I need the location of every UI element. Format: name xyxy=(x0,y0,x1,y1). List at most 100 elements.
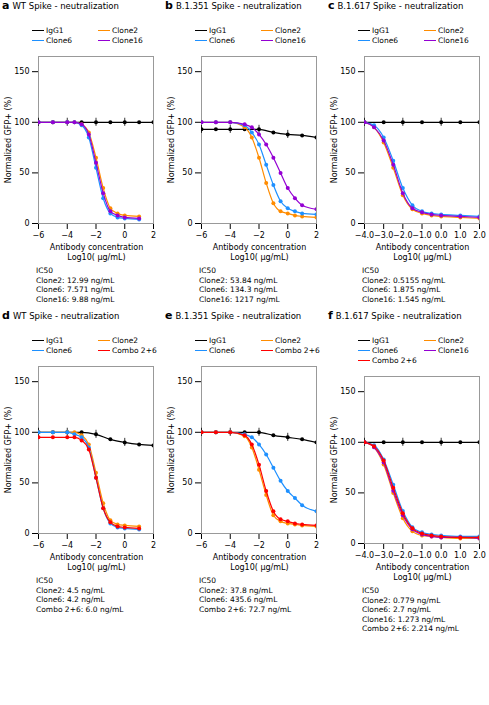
html-text:Antibody concentration Log10(: Antibody concentration Log10( μg/mL) xyxy=(375,243,470,262)
svg-text:−2: −2 xyxy=(90,231,102,240)
html-text:Combo 2+6: 72.7 ng/mL: Combo 2+6: 72.7 ng/mL xyxy=(199,604,292,614)
svg-text:2.0: 2.0 xyxy=(473,551,486,560)
svg-text:50: 50 xyxy=(345,488,355,497)
svg-text:−4: −4 xyxy=(224,541,236,550)
svg-text:150: 150 xyxy=(177,67,192,76)
svg-text:−2: −2 xyxy=(253,231,265,240)
svg-text:−2: −2 xyxy=(90,541,102,550)
html-text:Clone16: 1.273 ng/mL: Clone16: 1.273 ng/mL xyxy=(362,614,446,624)
svg-text:−2.0: −2.0 xyxy=(393,551,412,560)
svg-text:0: 0 xyxy=(187,529,192,538)
svg-text:0: 0 xyxy=(350,219,355,228)
svg-text:0.0: 0.0 xyxy=(435,551,448,560)
svg-text:−4: −4 xyxy=(224,231,236,240)
html-text:d WT Spike - neutralization: d WT Spike - neutralization xyxy=(2,309,120,322)
svg-text:2.0: 2.0 xyxy=(473,231,486,240)
html-text:Clone2: 0.5155 ng/mL: Clone2: 0.5155 ng/mL xyxy=(362,275,446,285)
svg-text:150: 150 xyxy=(177,377,192,386)
html-text:Clone16: 1.545 ng/mL: Clone16: 1.545 ng/mL xyxy=(362,294,446,304)
svg-text:0.0: 0.0 xyxy=(435,231,448,240)
svg-text:2: 2 xyxy=(151,231,156,240)
svg-text:−1.0: −1.0 xyxy=(412,231,431,240)
svg-text:100: 100 xyxy=(340,118,355,127)
svg-text:−2: −2 xyxy=(253,541,265,550)
svg-text:−6: −6 xyxy=(196,231,208,240)
svg-text:100: 100 xyxy=(340,438,355,447)
svg-text:−4: −4 xyxy=(61,541,73,550)
svg-text:2: 2 xyxy=(314,231,319,240)
html-text:Clone2: 53.84 ng/mL: Clone2: 53.84 ng/mL xyxy=(199,275,278,285)
html-text:IgG1: IgG1 xyxy=(209,26,227,35)
svg-text:100: 100 xyxy=(177,428,192,437)
svg-text:−6: −6 xyxy=(33,231,45,240)
svg-text:0: 0 xyxy=(187,219,192,228)
html-text:IC50: IC50 xyxy=(36,266,53,275)
svg-text:50: 50 xyxy=(19,478,29,487)
svg-text:100: 100 xyxy=(14,428,29,437)
svg-text:150: 150 xyxy=(340,387,355,396)
html-text:b B.1.351 Spike - neutralizati: b B.1.351 Spike - neutralization xyxy=(165,0,302,12)
html-text:Clone2: 37.8 ng/mL: Clone2: 37.8 ng/mL xyxy=(199,585,273,595)
svg-text:Normalized GFP+ (%): Normalized GFP+ (%) xyxy=(167,97,176,184)
svg-text:Normalized GFP+ (%): Normalized GFP+ (%) xyxy=(330,97,339,184)
svg-text:100: 100 xyxy=(14,118,29,127)
svg-text:−4.0: −4.0 xyxy=(355,551,374,560)
svg-text:150: 150 xyxy=(14,377,29,386)
svg-text:50: 50 xyxy=(182,168,192,177)
svg-text:Normalized GFP+ (%): Normalized GFP+ (%) xyxy=(4,407,13,494)
svg-text:50: 50 xyxy=(182,478,192,487)
svg-text:−6: −6 xyxy=(33,541,45,550)
svg-text:Normalized GFP+ (%): Normalized GFP+ (%) xyxy=(4,97,13,184)
html-text:IC50: IC50 xyxy=(199,266,216,275)
html-text:Clone16: 9.88 ng/mL: Clone16: 9.88 ng/mL xyxy=(36,294,115,304)
svg-text:−2.0: −2.0 xyxy=(393,231,412,240)
html-text:Antibody concentration Log10(: Antibody concentration Log10( μg/mL) xyxy=(212,243,307,262)
svg-text:−4: −4 xyxy=(61,231,73,240)
html-text:a WT Spike - neutralization: a WT Spike - neutralization xyxy=(2,0,119,12)
html-text:Clone16: Clone16 xyxy=(112,36,143,45)
html-text:Clone6: 134.3 ng/mL: Clone6: 134.3 ng/mL xyxy=(199,285,278,294)
html-text:Clone2: Clone2 xyxy=(112,26,139,35)
svg-text:0: 0 xyxy=(122,541,127,550)
svg-text:100: 100 xyxy=(177,118,192,127)
html-text:Clone16: 1217 ng/mL: Clone16: 1217 ng/mL xyxy=(199,294,280,304)
html-text:Clone2: Clone2 xyxy=(275,26,302,35)
html-text:f B.1.617 Spike - neutralizati: f B.1.617 Spike - neutralization xyxy=(328,309,462,322)
svg-text:2: 2 xyxy=(314,541,319,550)
svg-text:150: 150 xyxy=(14,67,29,76)
html-text:Antibody concentration Log10(: Antibody concentration Log10( μg/mL) xyxy=(49,553,144,572)
html-text:e B.1.351 Spike - neutralizati: e B.1.351 Spike - neutralization xyxy=(165,309,302,322)
html-text:Clone2: 0.779 ng/mL: Clone2: 0.779 ng/mL xyxy=(362,595,441,605)
html-text:IgG1: IgG1 xyxy=(46,26,64,35)
svg-text:50: 50 xyxy=(19,168,29,177)
svg-text:0: 0 xyxy=(285,541,290,550)
html-text:Clone2: 12.99 ng/mL: Clone2: 12.99 ng/mL xyxy=(36,275,115,285)
html-text:Antibody concentration Log10(: Antibody concentration Log10( μg/mL) xyxy=(375,563,470,582)
svg-text:1.0: 1.0 xyxy=(454,231,467,240)
html-text:Clone6: 7.571 ng/mL: Clone6: 7.571 ng/mL xyxy=(36,285,115,294)
svg-text:0: 0 xyxy=(24,219,29,228)
html-text:Clone6: Clone6 xyxy=(46,36,73,45)
html-text:Combo 2+6: 6.0 ng/mL: Combo 2+6: 6.0 ng/mL xyxy=(36,604,124,614)
html-text:Antibody concentration Log10(: Antibody concentration Log10( μg/mL) xyxy=(212,553,307,572)
html-text:Clone16: Clone16 xyxy=(275,36,306,45)
html-text:Clone2: 4.5 ng/mL: Clone2: 4.5 ng/mL xyxy=(36,585,105,595)
svg-text:1.0: 1.0 xyxy=(454,551,467,560)
html-text:Clone6: Clone6 xyxy=(209,36,236,45)
html-text:c B.1.617 Spike - neutralizati: c B.1.617 Spike - neutralization xyxy=(328,0,464,12)
svg-text:−3.0: −3.0 xyxy=(374,551,393,560)
svg-text:−3.0: −3.0 xyxy=(374,231,393,240)
svg-text:−6: −6 xyxy=(196,541,208,550)
svg-text:0: 0 xyxy=(350,539,355,548)
svg-text:0: 0 xyxy=(24,529,29,538)
svg-text:Normalized GFP+ (%): Normalized GFP+ (%) xyxy=(167,407,176,494)
svg-text:0: 0 xyxy=(122,231,127,240)
svg-text:0: 0 xyxy=(285,231,290,240)
svg-text:−1.0: −1.0 xyxy=(412,551,431,560)
svg-text:−4.0: −4.0 xyxy=(355,231,374,240)
html-text:Antibody concentration Log10(: Antibody concentration Log10( μg/mL) xyxy=(49,243,144,262)
svg-text:2: 2 xyxy=(151,541,156,550)
svg-text:Normalized GFP+ (%): Normalized GFP+ (%) xyxy=(330,417,339,504)
svg-text:150: 150 xyxy=(340,67,355,76)
svg-text:50: 50 xyxy=(345,168,355,177)
